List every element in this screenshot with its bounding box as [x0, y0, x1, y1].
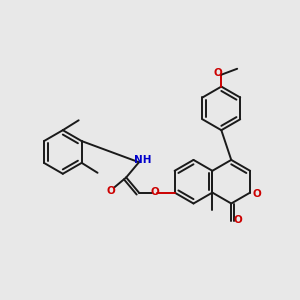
Text: O: O	[107, 186, 116, 196]
Text: O: O	[234, 215, 243, 225]
Text: O: O	[253, 189, 261, 199]
Text: NH: NH	[134, 155, 152, 165]
Text: O: O	[150, 187, 159, 196]
Text: O: O	[214, 68, 223, 78]
